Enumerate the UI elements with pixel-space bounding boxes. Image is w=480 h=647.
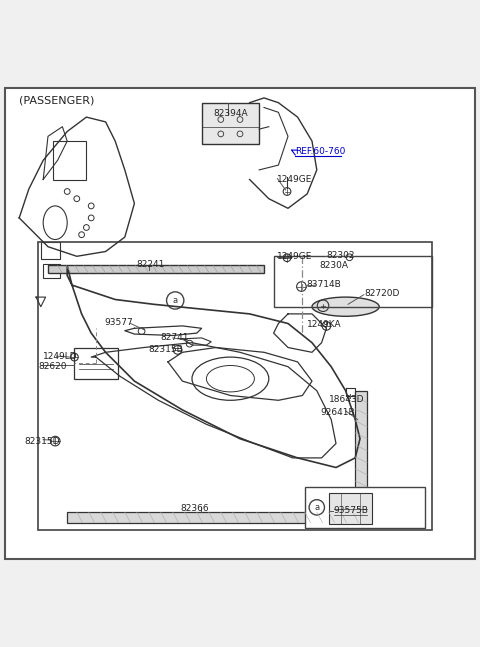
Text: 82741: 82741: [161, 333, 189, 342]
Bar: [274, 256, 432, 307]
Bar: [43, 263, 60, 278]
Bar: [305, 487, 425, 527]
Text: 82315B: 82315B: [149, 345, 183, 355]
Bar: [41, 242, 60, 259]
Text: 92641B: 92641B: [321, 408, 355, 417]
Ellipse shape: [312, 297, 379, 316]
Bar: [38, 242, 432, 530]
Text: 82241: 82241: [137, 261, 165, 269]
Text: 18643D: 18643D: [329, 395, 364, 404]
Text: 82315D: 82315D: [24, 437, 60, 446]
Text: 1249LD: 1249LD: [43, 351, 78, 360]
Bar: [202, 103, 259, 144]
Bar: [67, 512, 355, 523]
Text: 93577: 93577: [105, 318, 133, 327]
Text: 82620: 82620: [38, 362, 67, 371]
Text: 82720D: 82720D: [365, 289, 400, 298]
Text: 82302: 82302: [326, 251, 355, 260]
Bar: [355, 391, 367, 496]
Text: 1249GE: 1249GE: [277, 175, 313, 184]
Text: a: a: [173, 296, 178, 305]
Text: 93575B: 93575B: [334, 506, 369, 515]
Text: 1249GE: 1249GE: [277, 252, 313, 261]
Text: a: a: [314, 503, 319, 512]
Text: 1249KA: 1249KA: [307, 320, 342, 329]
Text: REF.60-760: REF.60-760: [295, 147, 346, 156]
Text: (PASSENGER): (PASSENGER): [19, 95, 95, 105]
Text: 82366: 82366: [180, 504, 209, 513]
Bar: [48, 265, 264, 273]
Bar: [53, 141, 86, 179]
Text: 82394A: 82394A: [214, 109, 248, 118]
Bar: [329, 493, 372, 524]
Bar: [74, 347, 118, 378]
Text: 8230A: 8230A: [320, 261, 348, 270]
Text: 83714B: 83714B: [306, 280, 341, 289]
